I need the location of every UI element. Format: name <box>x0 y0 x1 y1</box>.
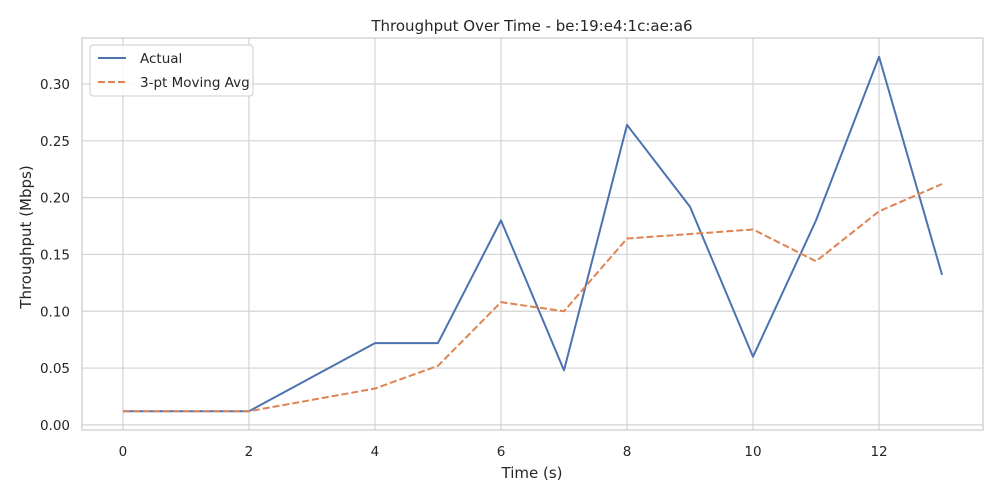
legend-label-actual: Actual <box>140 51 182 67</box>
x-tick-label: 12 <box>870 444 887 460</box>
x-tick-label: 8 <box>623 444 632 460</box>
legend: Actual 3-pt Moving Avg <box>89 44 254 97</box>
moving-avg-series-line <box>122 183 943 413</box>
x-axis-label: Time (s) <box>501 464 563 482</box>
plot-frame <box>81 37 984 431</box>
grid-lines <box>82 38 983 430</box>
x-tick-label: 4 <box>371 444 380 460</box>
y-tick-label: 0.00 <box>40 418 70 434</box>
tick-labels: 0 2 4 6 8 10 12 0.00 0.05 0.10 0.15 0.20 0.25 0.30 <box>40 77 888 460</box>
actual-series-line <box>122 55 944 413</box>
y-tick-label: 0.20 <box>40 191 70 207</box>
x-tick-label: 2 <box>245 444 254 460</box>
x-tick-label: 10 <box>744 444 761 460</box>
y-tick-label: 0.05 <box>40 361 70 377</box>
y-tick-label: 0.25 <box>40 134 70 150</box>
x-tick-label: 0 <box>119 444 128 460</box>
y-axis-label: Throughput (Mbps) <box>17 165 35 309</box>
y-tick-label: 0.10 <box>40 304 70 320</box>
y-tick-label: 0.15 <box>40 247 70 263</box>
legend-label-moving-avg: 3-pt Moving Avg <box>140 75 250 91</box>
series-lines <box>122 55 944 413</box>
y-tick-label: 0.30 <box>40 77 70 93</box>
chart-title: Throughput Over Time - be:19:e4:1c:ae:a6 <box>370 17 692 35</box>
legend-box <box>89 44 254 97</box>
x-tick-label: 6 <box>497 444 506 460</box>
